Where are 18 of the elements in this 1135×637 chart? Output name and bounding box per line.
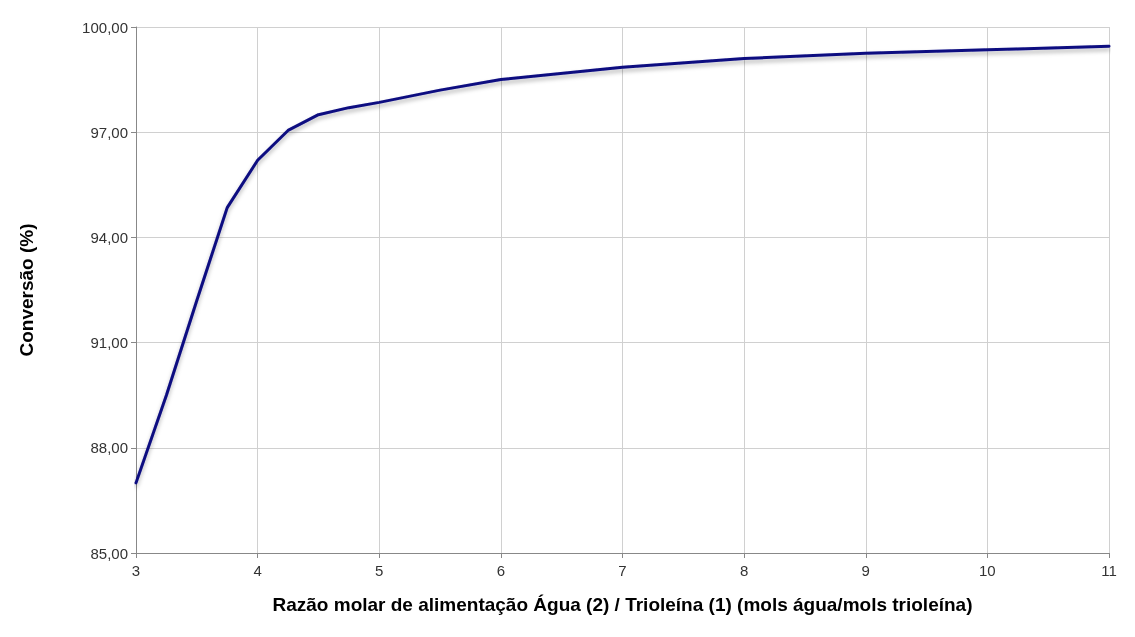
- y-axis-title: Conversão (%): [16, 223, 37, 357]
- y-tick-label: 94,00: [90, 228, 128, 246]
- x-tick-label: 10: [979, 562, 996, 579]
- y-tick-label: 88,00: [90, 439, 128, 457]
- x-tick-label: 3: [131, 562, 141, 579]
- y-tick-label: 97,00: [90, 123, 128, 141]
- y-tick-label: 100,00: [82, 18, 128, 36]
- y-tick-label: 85,00: [90, 544, 128, 562]
- x-tick-label: 11: [1101, 562, 1117, 579]
- x-tick-label: 8: [739, 562, 749, 579]
- x-axis-title: Razão molar de alimentação Água (2) / Trioleína (1) (mols água/mols trioleína): [272, 594, 973, 615]
- x-tick-label: 7: [618, 562, 627, 579]
- line-series: [134, 44, 1111, 485]
- x-tick-label: 9: [861, 562, 870, 579]
- x-tick-label: 5: [375, 562, 384, 579]
- x-tick-label: 6: [496, 562, 506, 579]
- y-tick-label: 91,00: [90, 334, 128, 352]
- x-tick-label: 4: [253, 562, 262, 579]
